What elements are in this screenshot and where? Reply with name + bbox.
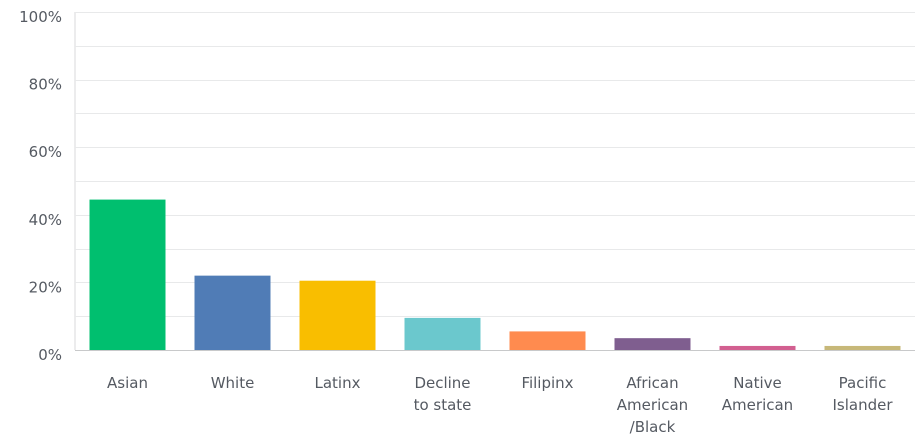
y-tick-label: 100% (19, 8, 62, 26)
x-category-label-line: Decline (414, 374, 470, 392)
x-axis-category-labels: Asian White Latinx Decline to state Filipinx A… (107, 374, 893, 436)
x-category-label-line: Filipinx (521, 374, 573, 392)
x-category-label-line: Asian (107, 374, 148, 392)
y-tick-label: 80% (29, 76, 62, 94)
x-category-label-line: White (211, 374, 255, 392)
bar (194, 275, 271, 350)
x-category-label: Native American (722, 374, 793, 414)
x-category-label: Decline to state (414, 374, 472, 414)
y-tick-label: 0% (38, 346, 62, 364)
bar (509, 331, 586, 350)
x-category-label: Asian (107, 374, 148, 392)
x-category-label-line: Native (733, 374, 782, 392)
bar (824, 345, 901, 350)
x-category-label: Pacific Islander (832, 374, 893, 414)
x-category-label-line: African (626, 374, 678, 392)
x-category-label: White (211, 374, 255, 392)
x-category-label-line: American (617, 396, 688, 414)
x-category-label: Latinx (315, 374, 361, 392)
y-axis-tick-labels: 0% 20% 40% 60% 80% 100% (19, 8, 62, 364)
y-tick-label: 20% (29, 278, 62, 296)
bar (89, 199, 166, 350)
x-category-label-line: to state (414, 396, 472, 414)
x-category-label-line: Latinx (315, 374, 361, 392)
x-category-label-line: American (722, 396, 793, 414)
bar (404, 317, 481, 350)
x-category-label-line: Islander (832, 396, 893, 414)
bar (299, 280, 376, 350)
x-category-label-line: /Black (630, 418, 676, 436)
x-category-label: African American/Black (617, 374, 688, 436)
x-category-label: Filipinx (521, 374, 573, 392)
y-tick-label: 40% (29, 211, 62, 229)
bar (719, 345, 796, 350)
bar (614, 338, 691, 350)
bars (89, 199, 901, 350)
x-category-label-line: Pacific (839, 374, 887, 392)
y-tick-label: 60% (29, 143, 62, 161)
